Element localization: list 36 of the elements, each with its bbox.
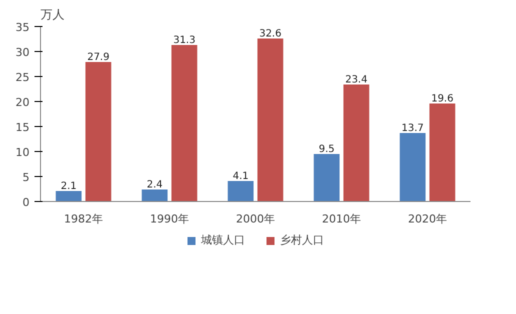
x-tick-label: 1982年 [64, 212, 104, 226]
x-tick-label: 2010年 [322, 212, 362, 226]
data-label: 32.6 [259, 28, 282, 40]
bar [343, 84, 370, 202]
data-label: 31.3 [173, 35, 196, 46]
data-label: 23.4 [345, 74, 368, 86]
x-tick-label: 2000年 [236, 212, 276, 226]
data-label: 4.1 [232, 171, 249, 182]
bar [142, 190, 168, 202]
data-label: 9.5 [318, 144, 335, 155]
y-tick-label: 15 [16, 121, 30, 134]
bar [257, 38, 284, 202]
data-label: 2.4 [146, 180, 163, 190]
y-tick-label: 35 [16, 21, 30, 34]
data-label: 13.7 [402, 123, 424, 134]
y-tick-label: 5 [22, 171, 30, 184]
y-tick-label: 25 [16, 71, 30, 84]
y-tick-label: 20 [16, 96, 30, 109]
bar [228, 181, 254, 202]
bar [85, 62, 112, 202]
bar [429, 104, 456, 202]
y-tick-label: 10 [16, 146, 30, 159]
data-label: 19.6 [431, 94, 454, 104]
bar [314, 154, 340, 202]
y-tick-label: 0 [22, 196, 30, 209]
x-tick-label: 1990年 [150, 212, 190, 226]
y-axis-title: 万人 [40, 8, 64, 22]
y-tick-label: 30 [16, 46, 30, 59]
bar [171, 45, 198, 202]
data-label: 27.9 [87, 52, 110, 63]
data-label: 2.1 [60, 181, 77, 192]
legend-label: 乡村人口 [280, 232, 324, 248]
bar [400, 133, 426, 202]
legend-label: 城镇人口 [201, 232, 245, 248]
x-tick-label: 2020年 [408, 212, 448, 226]
bar [56, 191, 82, 202]
